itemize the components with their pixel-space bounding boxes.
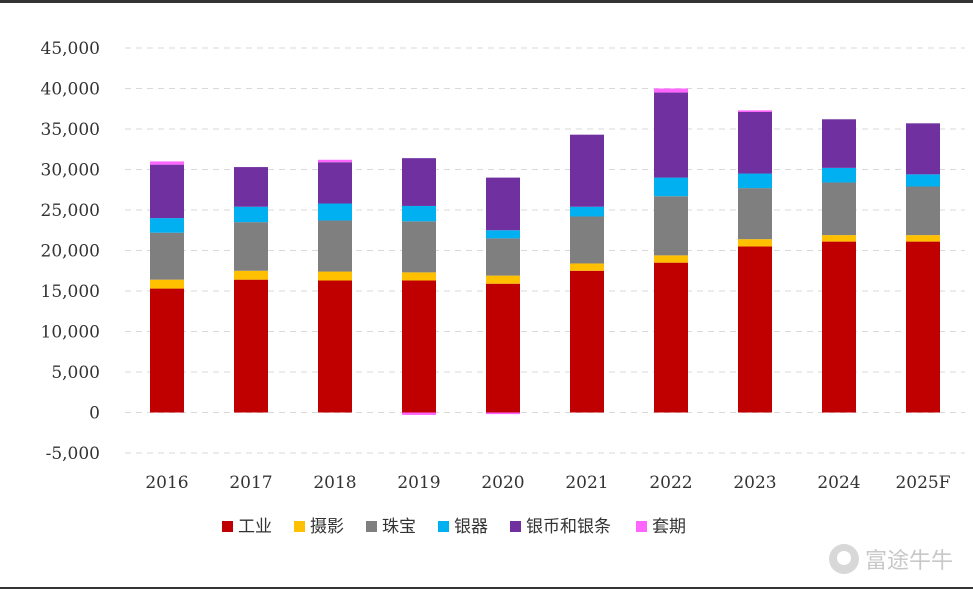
bar-segment [906,241,940,413]
bar-segment [234,270,268,280]
bar-segment [738,246,772,413]
bar-segment [318,203,352,221]
bar-segment [822,235,856,242]
bar-segment [318,162,352,204]
bar-segment [738,111,772,174]
bar-segment [150,279,184,289]
bar-segment [570,206,604,217]
bar-segment [570,134,604,207]
legend-label: 银器 [454,517,488,537]
bar-segment [318,271,352,281]
bar-segment [570,216,604,264]
x-tick-label: 2022 [649,473,692,493]
bar-segment [318,159,352,163]
y-tick-label: 35,000 [41,120,100,140]
legend-swatch [438,521,449,532]
x-tick-label: 2018 [313,473,356,493]
y-tick-label: 30,000 [41,161,100,181]
bar-segment [150,232,184,280]
bar-segment [486,177,520,231]
bar-segment [654,88,688,93]
bar-segment [402,158,436,206]
bar-segment [402,205,436,222]
x-tick-label: 2024 [817,473,860,493]
bar-segment [654,177,688,197]
legend-label: 摄影 [310,517,344,537]
y-tick-label: 25,000 [41,201,100,221]
bar-segment [822,241,856,413]
bar-segment [318,220,352,272]
bar-segment [234,279,268,413]
bar-segment [486,283,520,413]
bar-segment [150,288,184,413]
y-tick-label: -5,000 [46,444,100,464]
bar-segment [486,412,520,415]
bar-segment [738,110,772,112]
y-tick-label: 45,000 [41,39,100,59]
bar-segment [234,167,268,207]
x-tick-label: 2017 [229,473,272,493]
bar-segment [150,164,184,219]
y-tick-label: 5,000 [51,363,100,383]
bar-segment [906,235,940,242]
legend-label: 珠宝 [382,517,416,537]
bar-segment [654,262,688,413]
bar-segment [570,270,604,413]
bar-segment [486,230,520,239]
legend-swatch [636,521,647,532]
bar-segment [570,263,604,271]
bar-segment [906,186,940,236]
bar-segment [234,206,268,223]
y-tick-label: 0 [89,404,100,424]
bar-segment [738,239,772,247]
legend-label: 套期 [652,517,686,537]
x-tick-label: 2019 [397,473,440,493]
bar-segment [906,123,940,175]
watermark-logo-icon [828,544,859,574]
y-tick-label: 20,000 [41,242,100,262]
bar-segment [402,221,436,273]
x-tick-label: 2023 [733,473,776,493]
bar-segment [150,218,184,233]
y-tick-label: 15,000 [41,282,100,302]
bar-segment [486,238,520,276]
legend-swatch [294,521,305,532]
legend-swatch [366,521,377,532]
bar-segment [150,161,184,165]
x-tick-label: 2016 [145,473,188,493]
legend-label: 工业 [238,517,272,537]
watermark: 富途牛牛 [828,543,953,575]
bar-segment [822,119,856,168]
bar-segment [486,275,520,284]
y-tick-label: 40,000 [41,80,100,100]
bar-segment [654,92,688,178]
bar-segment [318,280,352,413]
bar-segment [234,222,268,271]
bar-segment [654,255,688,263]
watermark-text: 富途牛牛 [864,549,953,574]
bar-segment [654,196,688,256]
bar-segment [402,412,436,415]
bar-segment [738,173,772,189]
bar-segment [738,188,772,240]
x-tick-label: 2025F [895,473,950,493]
bar-segment [906,174,940,187]
x-tick-label: 2021 [565,473,608,493]
bar-segment [402,272,436,281]
legend-swatch [222,521,233,532]
x-tick-label: 2020 [481,473,524,493]
bar-segment [822,182,856,236]
bar-segment [822,167,856,183]
legend-swatch [510,521,521,532]
legend-label: 银币和银条 [526,517,611,537]
y-tick-label: 10,000 [41,323,100,343]
bar-segment [402,280,436,413]
